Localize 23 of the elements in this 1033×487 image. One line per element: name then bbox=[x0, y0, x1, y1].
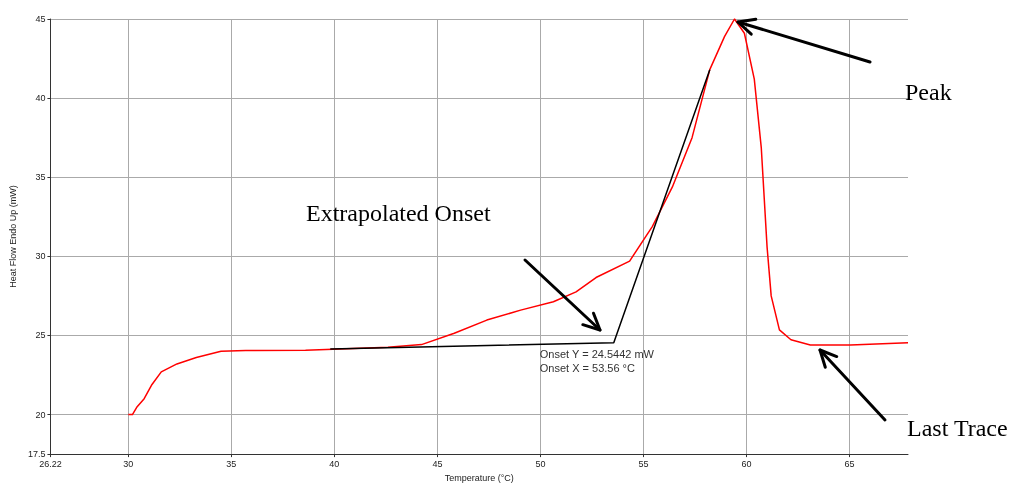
x-tick-label: 60 bbox=[741, 458, 752, 469]
x-tick-label: 35 bbox=[226, 458, 237, 469]
annotation: Onset X = 53.56 °C bbox=[539, 361, 636, 374]
x-tick-label: 65 bbox=[844, 458, 855, 469]
annotation: Peak bbox=[905, 79, 952, 105]
y-tick-label: 17.5 bbox=[27, 449, 46, 460]
annotation: Extrapolated Onset bbox=[306, 200, 491, 226]
x-tick-label: 40 bbox=[329, 458, 340, 469]
x-tick-label: 30 bbox=[123, 458, 134, 469]
y-tick-label: 25 bbox=[35, 330, 46, 341]
annotation: Onset Y = 24.5442 mW bbox=[539, 347, 655, 360]
annotation: Last Trace bbox=[907, 415, 1008, 441]
y-axis-title: Heat Flow Endo Up (mW) bbox=[7, 185, 18, 288]
x-tick-label: 26.22 bbox=[39, 458, 62, 469]
y-tick-label: 40 bbox=[35, 93, 46, 104]
x-tick-label: 50 bbox=[535, 458, 546, 469]
y-tick-label: 45 bbox=[35, 14, 46, 24]
x-axis-title: Temperature (°C) bbox=[444, 472, 514, 483]
y-tick-label: 30 bbox=[35, 251, 46, 262]
x-tick-label: 55 bbox=[638, 458, 649, 469]
x-tick-label: 45 bbox=[432, 458, 443, 469]
y-tick-label: 35 bbox=[35, 172, 46, 183]
y-tick-label: 20 bbox=[35, 409, 46, 420]
